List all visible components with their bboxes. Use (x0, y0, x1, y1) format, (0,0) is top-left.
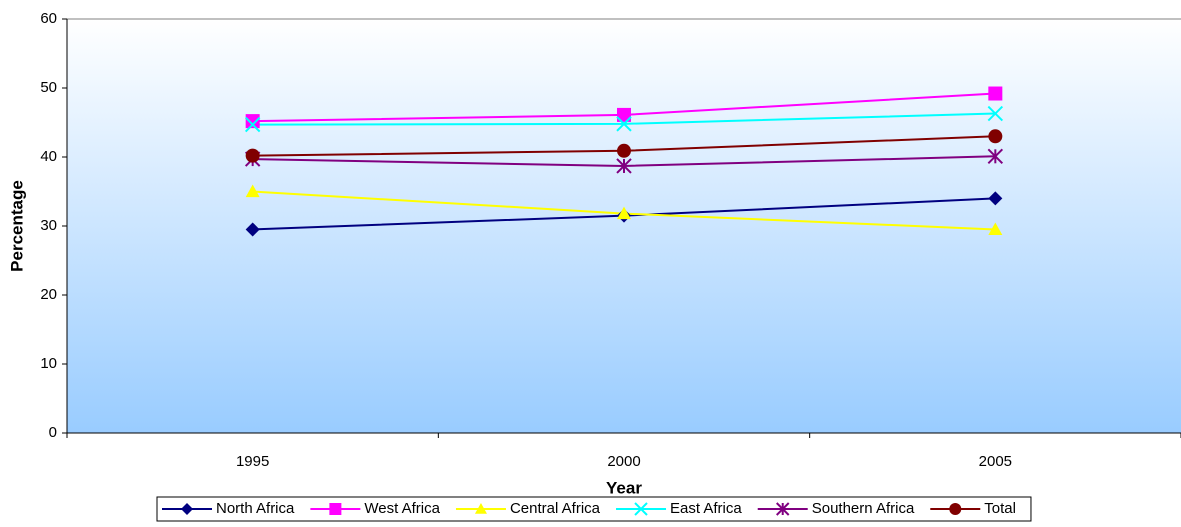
legend-marker (329, 503, 342, 515)
marker-part (988, 191, 1003, 206)
data-point (616, 116, 632, 132)
legend-label: Central Africa (510, 500, 601, 517)
marker-part (474, 503, 487, 514)
marker-part (245, 222, 260, 237)
legend-marker (776, 502, 790, 516)
legend-label: West Africa (364, 500, 440, 517)
y-tick-label: 40 (40, 148, 57, 165)
marker-part (634, 502, 648, 516)
legend-marker (634, 502, 648, 516)
legend-marker (474, 503, 487, 514)
legend: North Africa West Africa Central Africa Eas… (156, 496, 1032, 522)
marker-part (949, 503, 962, 515)
marker-part (988, 222, 1003, 236)
y-axis-title: Percentage (7, 180, 26, 272)
x-tick-label: 1995 (236, 453, 269, 470)
marker-part (617, 143, 631, 158)
marker-part (988, 129, 1003, 144)
x-tick-label: 2000 (607, 453, 640, 470)
marker-part (329, 503, 342, 515)
marker-part (181, 503, 193, 515)
data-point (244, 116, 261, 133)
marker-part (245, 148, 260, 163)
data-point (987, 148, 1004, 165)
data-point (617, 206, 631, 220)
legend-marker (949, 503, 962, 515)
data-point (616, 158, 632, 174)
y-tick-label: 20 (40, 286, 57, 303)
data-point (245, 148, 260, 163)
marker-part (245, 114, 260, 129)
marker-part (617, 206, 631, 220)
legend-label: Total (984, 500, 1016, 517)
y-tick-label: 10 (40, 355, 57, 372)
legend-label: North Africa (216, 500, 295, 517)
legend-box (156, 496, 1032, 522)
marker-part (617, 107, 631, 122)
data-point (617, 143, 631, 158)
plot-area (67, 19, 1181, 433)
data-point (987, 105, 1004, 122)
marker-part (616, 116, 632, 132)
data-point (988, 222, 1003, 236)
legend-label: East Africa (670, 500, 742, 517)
legend-label: Southern Africa (812, 500, 915, 517)
data-point (617, 107, 631, 122)
data-point (988, 129, 1003, 144)
marker-part (245, 184, 260, 198)
y-tick-label: 50 (40, 79, 57, 96)
data-point (245, 184, 260, 198)
marker-part (987, 105, 1004, 122)
data-point (245, 222, 260, 237)
legend-marker (181, 503, 193, 515)
marker-part (244, 116, 261, 133)
marker-part (988, 86, 1003, 101)
data-point (988, 86, 1003, 101)
y-tick-label: 30 (40, 217, 57, 234)
x-tick-label: 2005 (979, 453, 1012, 470)
data-point (245, 114, 260, 129)
y-tick-label: 0 (49, 424, 57, 441)
data-point (988, 191, 1003, 206)
x-axis-title: Year (606, 478, 642, 497)
y-tick-label: 60 (40, 10, 57, 27)
